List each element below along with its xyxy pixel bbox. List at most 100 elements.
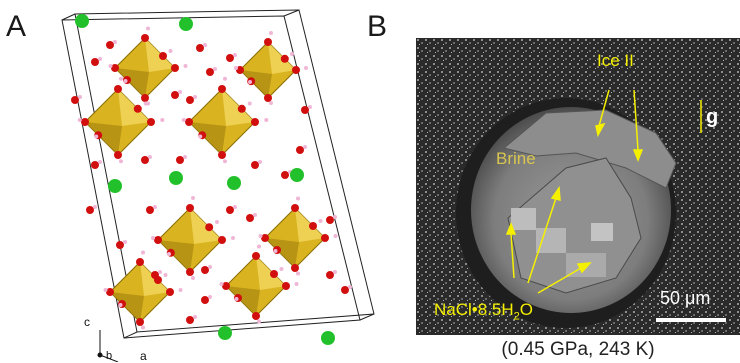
oxygen-atom xyxy=(251,118,259,126)
arrow-head xyxy=(595,122,606,138)
octahedron-face xyxy=(158,240,194,272)
hydrogen-atom xyxy=(78,95,82,99)
oxygen-atom xyxy=(282,282,290,290)
panel-a-letter: A xyxy=(6,10,27,43)
oxygen-atom xyxy=(176,156,184,164)
micrograph-image: Ice II Brine g NaCl•8.5H2O 50 μm xyxy=(416,38,740,335)
hydrogen-atom xyxy=(119,76,123,81)
hydrogen-atom xyxy=(123,79,128,83)
oxygen-atom xyxy=(186,96,194,104)
chloride-atom xyxy=(290,168,304,182)
oxygen-atom xyxy=(116,241,124,249)
hydrogen-atom xyxy=(146,26,150,31)
oxygen-atom xyxy=(186,316,194,324)
oxygen-atom xyxy=(226,206,234,214)
hydrogen-atom xyxy=(98,160,102,164)
hydrogen-atom xyxy=(333,234,338,238)
hydrogen-atom xyxy=(258,160,262,164)
hydrogen-atom xyxy=(258,234,263,238)
octahedron-face xyxy=(265,238,299,268)
hydrogen-atom xyxy=(257,319,261,324)
hydrogen-atom xyxy=(108,64,113,68)
oxygen-atom xyxy=(166,288,174,296)
hydrogen-atom xyxy=(178,288,183,292)
hydrate-crystal xyxy=(536,228,566,253)
axis-a-label: a xyxy=(140,349,147,363)
ice-ii-label: Ice II xyxy=(597,51,634,70)
oxygen-atom xyxy=(154,236,162,244)
hydrogen-atom xyxy=(318,219,323,223)
hydrogen-atom xyxy=(294,282,299,286)
hydrogen-atom xyxy=(215,220,219,224)
oxygen-atom xyxy=(222,282,230,290)
chloride-atom xyxy=(321,331,335,345)
hydrogen-atom xyxy=(198,134,203,139)
hydrogen-atom xyxy=(296,271,300,276)
oxygen-atom xyxy=(218,85,226,93)
hydrogen-atom xyxy=(304,66,308,70)
hydrogen-atom xyxy=(219,282,224,286)
oxygen-atom xyxy=(270,270,278,278)
oxygen-atom xyxy=(201,266,209,274)
chloride-atom xyxy=(179,17,193,31)
hydrogen-atom xyxy=(148,155,152,159)
hydrogen-atom xyxy=(273,249,278,253)
arrow-head xyxy=(632,149,644,163)
chloride-atom xyxy=(169,171,183,185)
hydrogen-atom xyxy=(247,101,252,106)
oxygen-atom xyxy=(291,204,299,212)
hydrate-label-subscript: 2 xyxy=(513,310,520,323)
hydrogen-atom xyxy=(213,67,217,71)
hydrogen-atom xyxy=(113,40,117,44)
oxygen-atoms xyxy=(71,40,352,324)
hydrate-label-end: O xyxy=(519,300,534,319)
hydrogen-atom xyxy=(123,240,127,244)
octahedron xyxy=(219,244,299,324)
conditions-caption: (0.45 GPa, 243 K) xyxy=(501,339,655,360)
hydrogen-atom xyxy=(233,53,237,57)
annotation-arrows xyxy=(505,89,702,294)
oxygen-atom xyxy=(291,264,299,272)
oxygen-atom xyxy=(114,151,122,159)
axis-c-label: c xyxy=(84,315,90,329)
oxygen-atom xyxy=(280,54,289,63)
hydrogen-atom xyxy=(279,267,284,271)
hydrate-crystal xyxy=(591,223,613,241)
hydrogen-atom xyxy=(208,295,212,299)
oxygen-atom xyxy=(186,204,194,212)
oxygen-atom xyxy=(301,106,309,114)
hydrogen-atom xyxy=(193,315,197,319)
gravity-label: g xyxy=(706,106,719,128)
octahedron xyxy=(234,31,308,105)
oxygen-atom xyxy=(326,216,334,224)
oxygen-atom xyxy=(133,104,142,113)
oxygen-atom xyxy=(292,66,300,74)
oxygen-atom xyxy=(341,286,349,294)
oxygen-atom xyxy=(86,206,94,214)
hydrate-label: NaCl•8.5H2O xyxy=(434,300,533,322)
oxygen-atom xyxy=(251,161,259,169)
arrow-head xyxy=(505,221,517,235)
hydrogen-atom xyxy=(151,236,155,240)
hydrogen-atom xyxy=(183,64,188,68)
oxygen-atom xyxy=(205,223,214,232)
oxygen-atom xyxy=(146,206,154,214)
oxygen-atom xyxy=(106,41,114,49)
hydrogen-atom xyxy=(333,270,337,274)
octahedron-face xyxy=(115,68,149,98)
hydrogen-atom xyxy=(234,66,238,70)
micrograph-drawing xyxy=(416,38,740,335)
oxygen-atom xyxy=(91,161,99,169)
oxygen-atom xyxy=(196,44,204,52)
hydrogen-atom xyxy=(233,205,237,209)
oxygen-atom xyxy=(151,271,159,279)
hydrogen-atom xyxy=(208,265,212,269)
chloride-atom xyxy=(218,326,232,340)
crystal-structure-figure xyxy=(61,9,375,362)
oxygen-atom xyxy=(141,156,149,164)
chloride-atom xyxy=(75,14,89,28)
unit-cell-outline xyxy=(61,9,375,339)
hydrogen-atom xyxy=(269,101,273,105)
hydrogen-atom xyxy=(191,196,195,200)
hydrogen-atom xyxy=(231,236,235,240)
